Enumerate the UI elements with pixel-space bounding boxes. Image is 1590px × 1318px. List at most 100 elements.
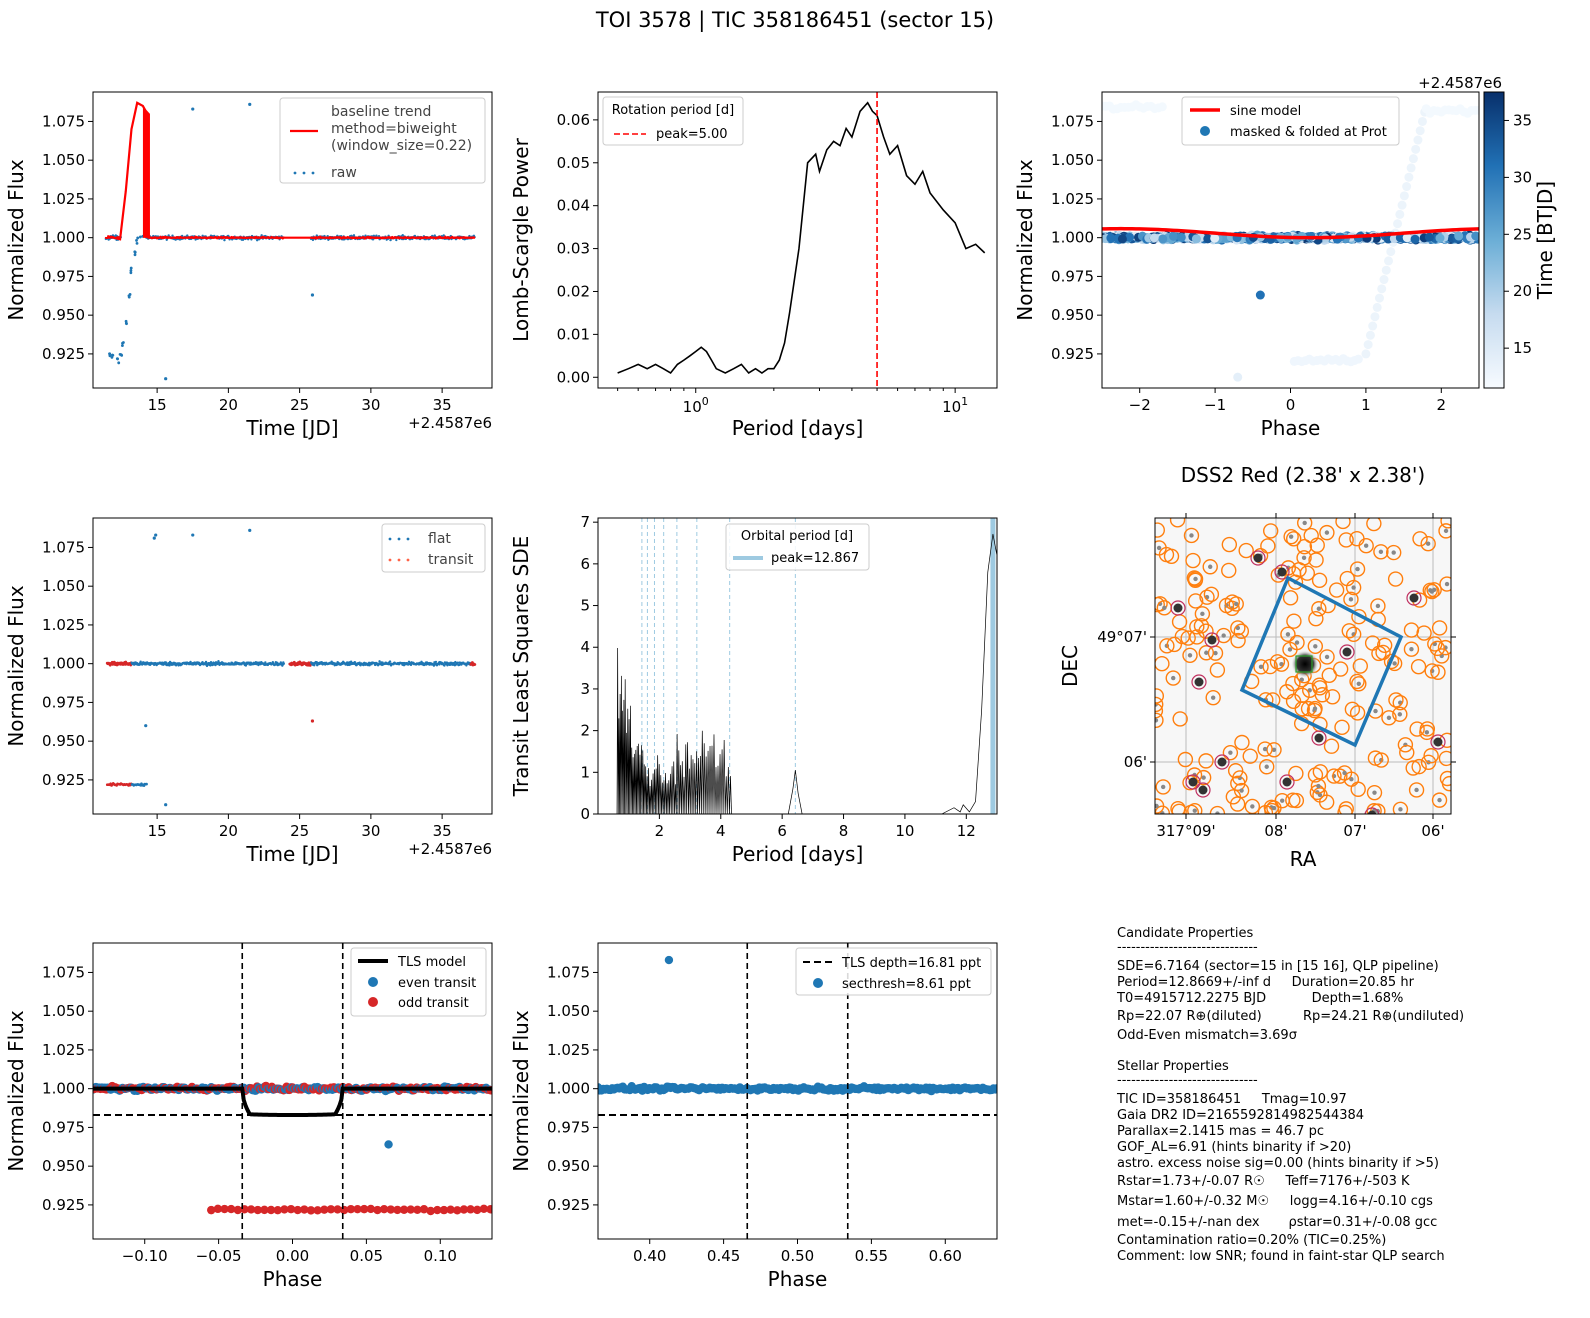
raw-point [138,235,142,239]
legend-odd-swatch [368,997,378,1007]
panel-dss2_image: DSS2 Red (2.38' x 2.38') 317°09' 08' 07' 06'… [1058,463,1456,871]
catalog-source-marker [1282,590,1299,606]
odd-transit-low-point [246,1205,256,1214]
x-tick-label: 101 [942,395,968,416]
faint-star [1373,708,1378,714]
trend-point [314,237,317,240]
catalog-source-marker [1373,544,1389,560]
x-offset-label: +2.4587e6 [408,414,492,432]
catalog-source-marker [1177,751,1194,768]
plot-area [1102,100,1479,382]
catalog-source-marker [1326,768,1342,784]
folded-point [1408,154,1418,164]
faint-star [1250,804,1255,809]
stellar-line: GOF_AL=6.91 (hints binarity if >20) [1117,1140,1352,1155]
faint-star [1187,653,1193,658]
odd-transit-low-point [479,1204,489,1214]
stellar-line: Comment: low SNR; found in faint-star QL… [1117,1249,1445,1264]
raw-point [129,269,133,272]
stellar-line: Gaia DR2 ID=2165592814982544384 [1117,1108,1365,1123]
catalog-source-marker [1183,527,1200,544]
faint-star [1156,545,1162,551]
raw-point [118,353,122,356]
x-tick-label: 8 [839,822,849,840]
faint-star [1424,730,1430,735]
folded-point [1474,105,1479,115]
baseline-trend-line [106,101,475,241]
flat-point [217,660,220,663]
faint-star [1425,541,1431,546]
raw-point [389,238,392,242]
y-tick-label: 0.03 [557,240,590,258]
x-axis-label: Period [days] [732,842,864,866]
catalog-source-marker [1349,561,1366,577]
y-tick-label: 1.000 [42,229,85,247]
faint-star [1378,549,1384,554]
odd-transit-low-point [320,1205,329,1214]
raw-point [241,238,245,241]
raw-point [375,234,378,237]
faint-star [1355,566,1360,572]
bright-star [1433,737,1443,747]
x-tick-label: 0 [1286,396,1296,414]
faint-star [1221,633,1226,638]
flat-point [276,661,279,665]
folded-point [1424,232,1434,242]
plot-area [93,943,492,1239]
faint-star [1312,706,1318,711]
flat-outlier [154,533,158,537]
legend: baseline trendmethod=biweight(window_siz… [279,97,486,184]
y-tick-label: 0.975 [42,1118,85,1136]
catalog-source-marker [1296,539,1313,555]
colorbar-tick-label: 20 [1513,282,1532,300]
gaia-source-marker [1214,754,1230,770]
faint-star [1444,581,1450,587]
faint-star [1299,677,1304,682]
faint-star [1324,530,1330,535]
legend-transit-swatch [388,558,392,562]
y-tick-label: 1.050 [42,151,85,169]
colorbar-gradient [1483,91,1505,389]
stellar-line: Parallax=2.1415 mas = 46.7 pc [1117,1124,1324,1139]
folded-point [1404,172,1414,182]
catalog-source-marker [1349,530,1365,547]
x-tick-label: 0.10 [424,1247,457,1265]
x-tick-exponent: 1 [961,395,968,408]
folded-point [1149,233,1159,243]
odd-transit-low-point [466,1205,475,1214]
folded-point [1361,349,1371,359]
flat-point [434,660,438,664]
folded-point [1415,126,1425,136]
catalog-source-marker [1431,792,1448,808]
gaia-source-marker [1250,550,1266,566]
catalog-source-marker [1318,794,1335,810]
raw-point [442,234,445,237]
raw-point [171,234,174,237]
legend-entry: (window_size=0.22) [331,138,472,154]
y-axis-label: Normalized Flux [4,159,28,321]
raw-point [364,234,367,237]
catalog-source-marker [1328,582,1345,598]
y-tick-label: 1.000 [547,1080,590,1098]
catalog-source-marker [1174,628,1191,645]
y-tick-label: 0.975 [547,1118,590,1136]
raw-point [401,233,404,237]
faint-star [1397,712,1403,717]
catalog-source-marker [1199,589,1215,605]
catalog-source-marker [1285,693,1302,709]
y-tick-label: 1.075 [1051,112,1094,130]
odd-transit-low-point [326,1205,336,1214]
catalog-source-marker [1386,655,1403,672]
faint-star [1200,611,1205,617]
catalog-source-marker [1187,593,1204,609]
y-tick-label: 1.050 [42,1002,85,1020]
legend-entry: method=biweight [331,121,457,137]
x-tick-label: 35 [433,822,452,840]
legend-box [795,947,992,996]
raw-point [413,234,417,238]
catalog-source-marker [1364,635,1381,651]
faint-star [1213,650,1218,656]
x-tick-label: −0.10 [122,1247,168,1265]
x-tick-label: 2 [655,822,665,840]
